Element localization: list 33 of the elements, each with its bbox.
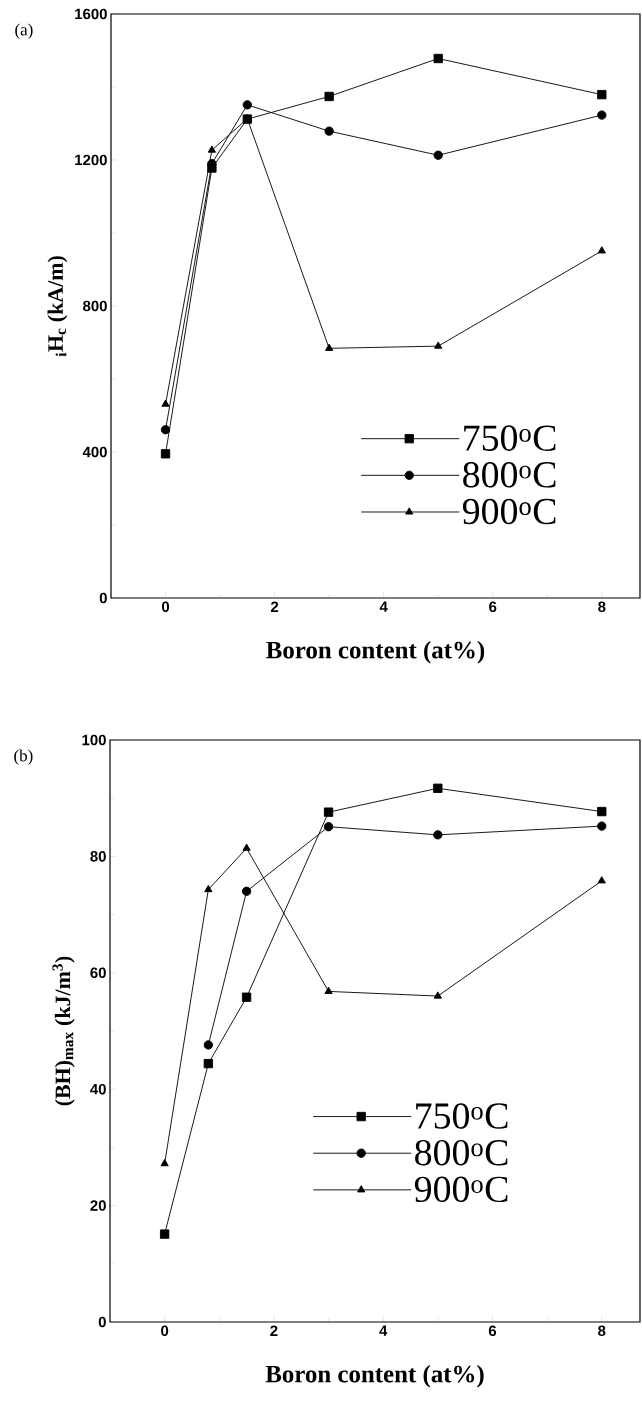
y-tick-label: 800: [83, 300, 107, 312]
legend-label: 750$^{o}$C: [416, 1103, 508, 1129]
legend-label: 800$^{o}$C: [463, 462, 556, 488]
x-axis-title: Boron content (at%): [265, 1364, 484, 1388]
x-tick-label: 8: [598, 601, 606, 613]
x-tick-label: 6: [489, 601, 497, 613]
x-tick-label: 2: [270, 601, 279, 612]
y-tick-label: 100: [82, 734, 106, 746]
x-axis-title: Boron content (at%): [266, 640, 485, 664]
y-tick-label: 40: [90, 1083, 106, 1095]
y-tick-label: 1600: [75, 8, 107, 20]
y-tick-label: 0: [99, 592, 107, 604]
legend-label: 750$^{o}$C: [464, 425, 556, 451]
legend-label: 800$^{o}$C: [415, 1139, 508, 1166]
x-tick-label: 0: [161, 1325, 169, 1337]
y-axis-title: (BH)$_{max}$ (kJ/m$^{3}$): [52, 956, 75, 1106]
x-tick-label: 0: [161, 601, 170, 613]
y-tick-label: 0: [98, 1316, 106, 1328]
y-tick-label: 20: [90, 1200, 106, 1211]
x-tick-label: 8: [598, 1325, 606, 1337]
x-tick-label: 4: [379, 1325, 388, 1336]
y-tick-label: 60: [90, 967, 106, 979]
legend-label: 900$^{o}$C: [414, 1176, 508, 1203]
y-axis-title: $_{i}$H$_{c}$ (kA/m): [47, 256, 68, 357]
legend-label: 900$^{o}$C: [462, 498, 556, 525]
x-tick-label: 4: [379, 601, 388, 612]
y-tick-label: 400: [82, 446, 107, 458]
text: (a): [15, 23, 33, 39]
text: (b): [14, 749, 33, 765]
x-tick-label: 2: [270, 1325, 278, 1336]
y-tick-label: 80: [90, 851, 106, 862]
x-tick-label: 6: [488, 1325, 497, 1337]
y-tick-label: 1200: [75, 154, 107, 166]
